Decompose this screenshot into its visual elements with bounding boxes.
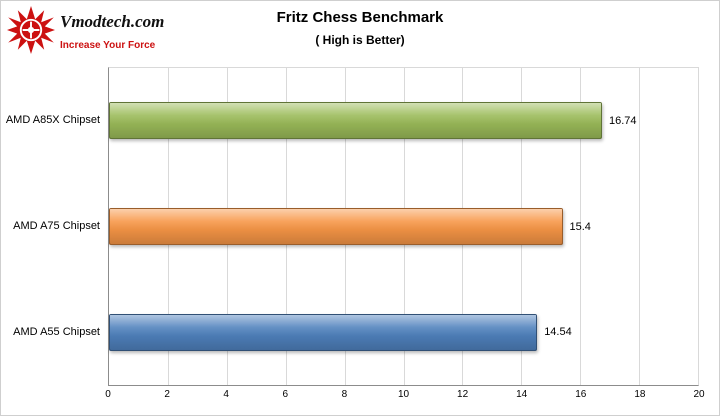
bar-sheen xyxy=(110,103,601,139)
bar-amd-a75-chipset xyxy=(109,208,563,245)
brand-tagline: Increase Your Force xyxy=(60,40,156,51)
bar-value-label: 15.4 xyxy=(569,220,591,233)
brand-text-block: Vmodtech.com Increase Your Force xyxy=(60,6,164,51)
bar-value-label: 16.74 xyxy=(608,114,637,127)
bar-row: 15.4 xyxy=(109,174,698,280)
bar-value-label: 14.54 xyxy=(544,326,572,339)
x-tick-label: 8 xyxy=(341,389,348,400)
plot-area: 16.74 15.4 14.54 xyxy=(108,67,699,386)
bar-sheen xyxy=(110,209,562,244)
x-tick-label: 2 xyxy=(164,389,170,400)
x-tick-label: 4 xyxy=(223,389,229,400)
category-label: AMD A85X Chipset xyxy=(5,114,100,126)
x-tick-label: 14 xyxy=(516,389,528,400)
gridline xyxy=(698,68,699,385)
bar-row: 14.54 xyxy=(109,279,698,385)
x-tick-label: 18 xyxy=(634,389,646,400)
x-tick-label: 6 xyxy=(282,389,289,400)
category-label: AMD A75 Chipset xyxy=(13,220,100,232)
category-axis: AMD A85X Chipset AMD A75 Chipset AMD A55 C… xyxy=(5,67,108,405)
x-tick-label: 0 xyxy=(105,389,111,400)
x-tick-label: 20 xyxy=(693,389,705,400)
bar-sheen xyxy=(110,314,537,350)
x-tick-label: 12 xyxy=(457,389,469,400)
bar-chart: AMD A85X Chipset AMD A75 Chipset AMD A55 C… xyxy=(5,67,705,405)
plot-wrap: 16.74 15.4 14.54 0 2 4 6 8 10 12 14 16 18 20 xyxy=(105,67,705,405)
value-axis: 0 2 4 6 8 10 12 14 16 18 20 xyxy=(105,386,704,405)
category-label: AMD A55 Chipset xyxy=(13,326,100,338)
bar-row: 16.74 xyxy=(109,68,698,174)
chart-title: Fritz Chess Benchmark xyxy=(276,9,444,26)
gridline xyxy=(639,68,641,385)
bar-amd-a55-chipset xyxy=(109,313,538,351)
bar-rows: 16.74 15.4 14.54 xyxy=(109,68,698,385)
brand-name: Vmodtech.com xyxy=(60,12,165,31)
x-tick-label: 10 xyxy=(397,389,410,400)
title-block: Fritz Chess Benchmark ( High is Better) xyxy=(161,9,559,47)
x-tick-label: 16 xyxy=(575,389,587,400)
vmodtech-logo-icon xyxy=(7,6,55,54)
chart-subtitle: ( High is Better) xyxy=(315,33,405,47)
gridline xyxy=(580,68,582,385)
bar-amd-a85x-chipset xyxy=(109,102,602,140)
header-logo: Vmodtech.com Increase Your Force xyxy=(7,6,164,54)
